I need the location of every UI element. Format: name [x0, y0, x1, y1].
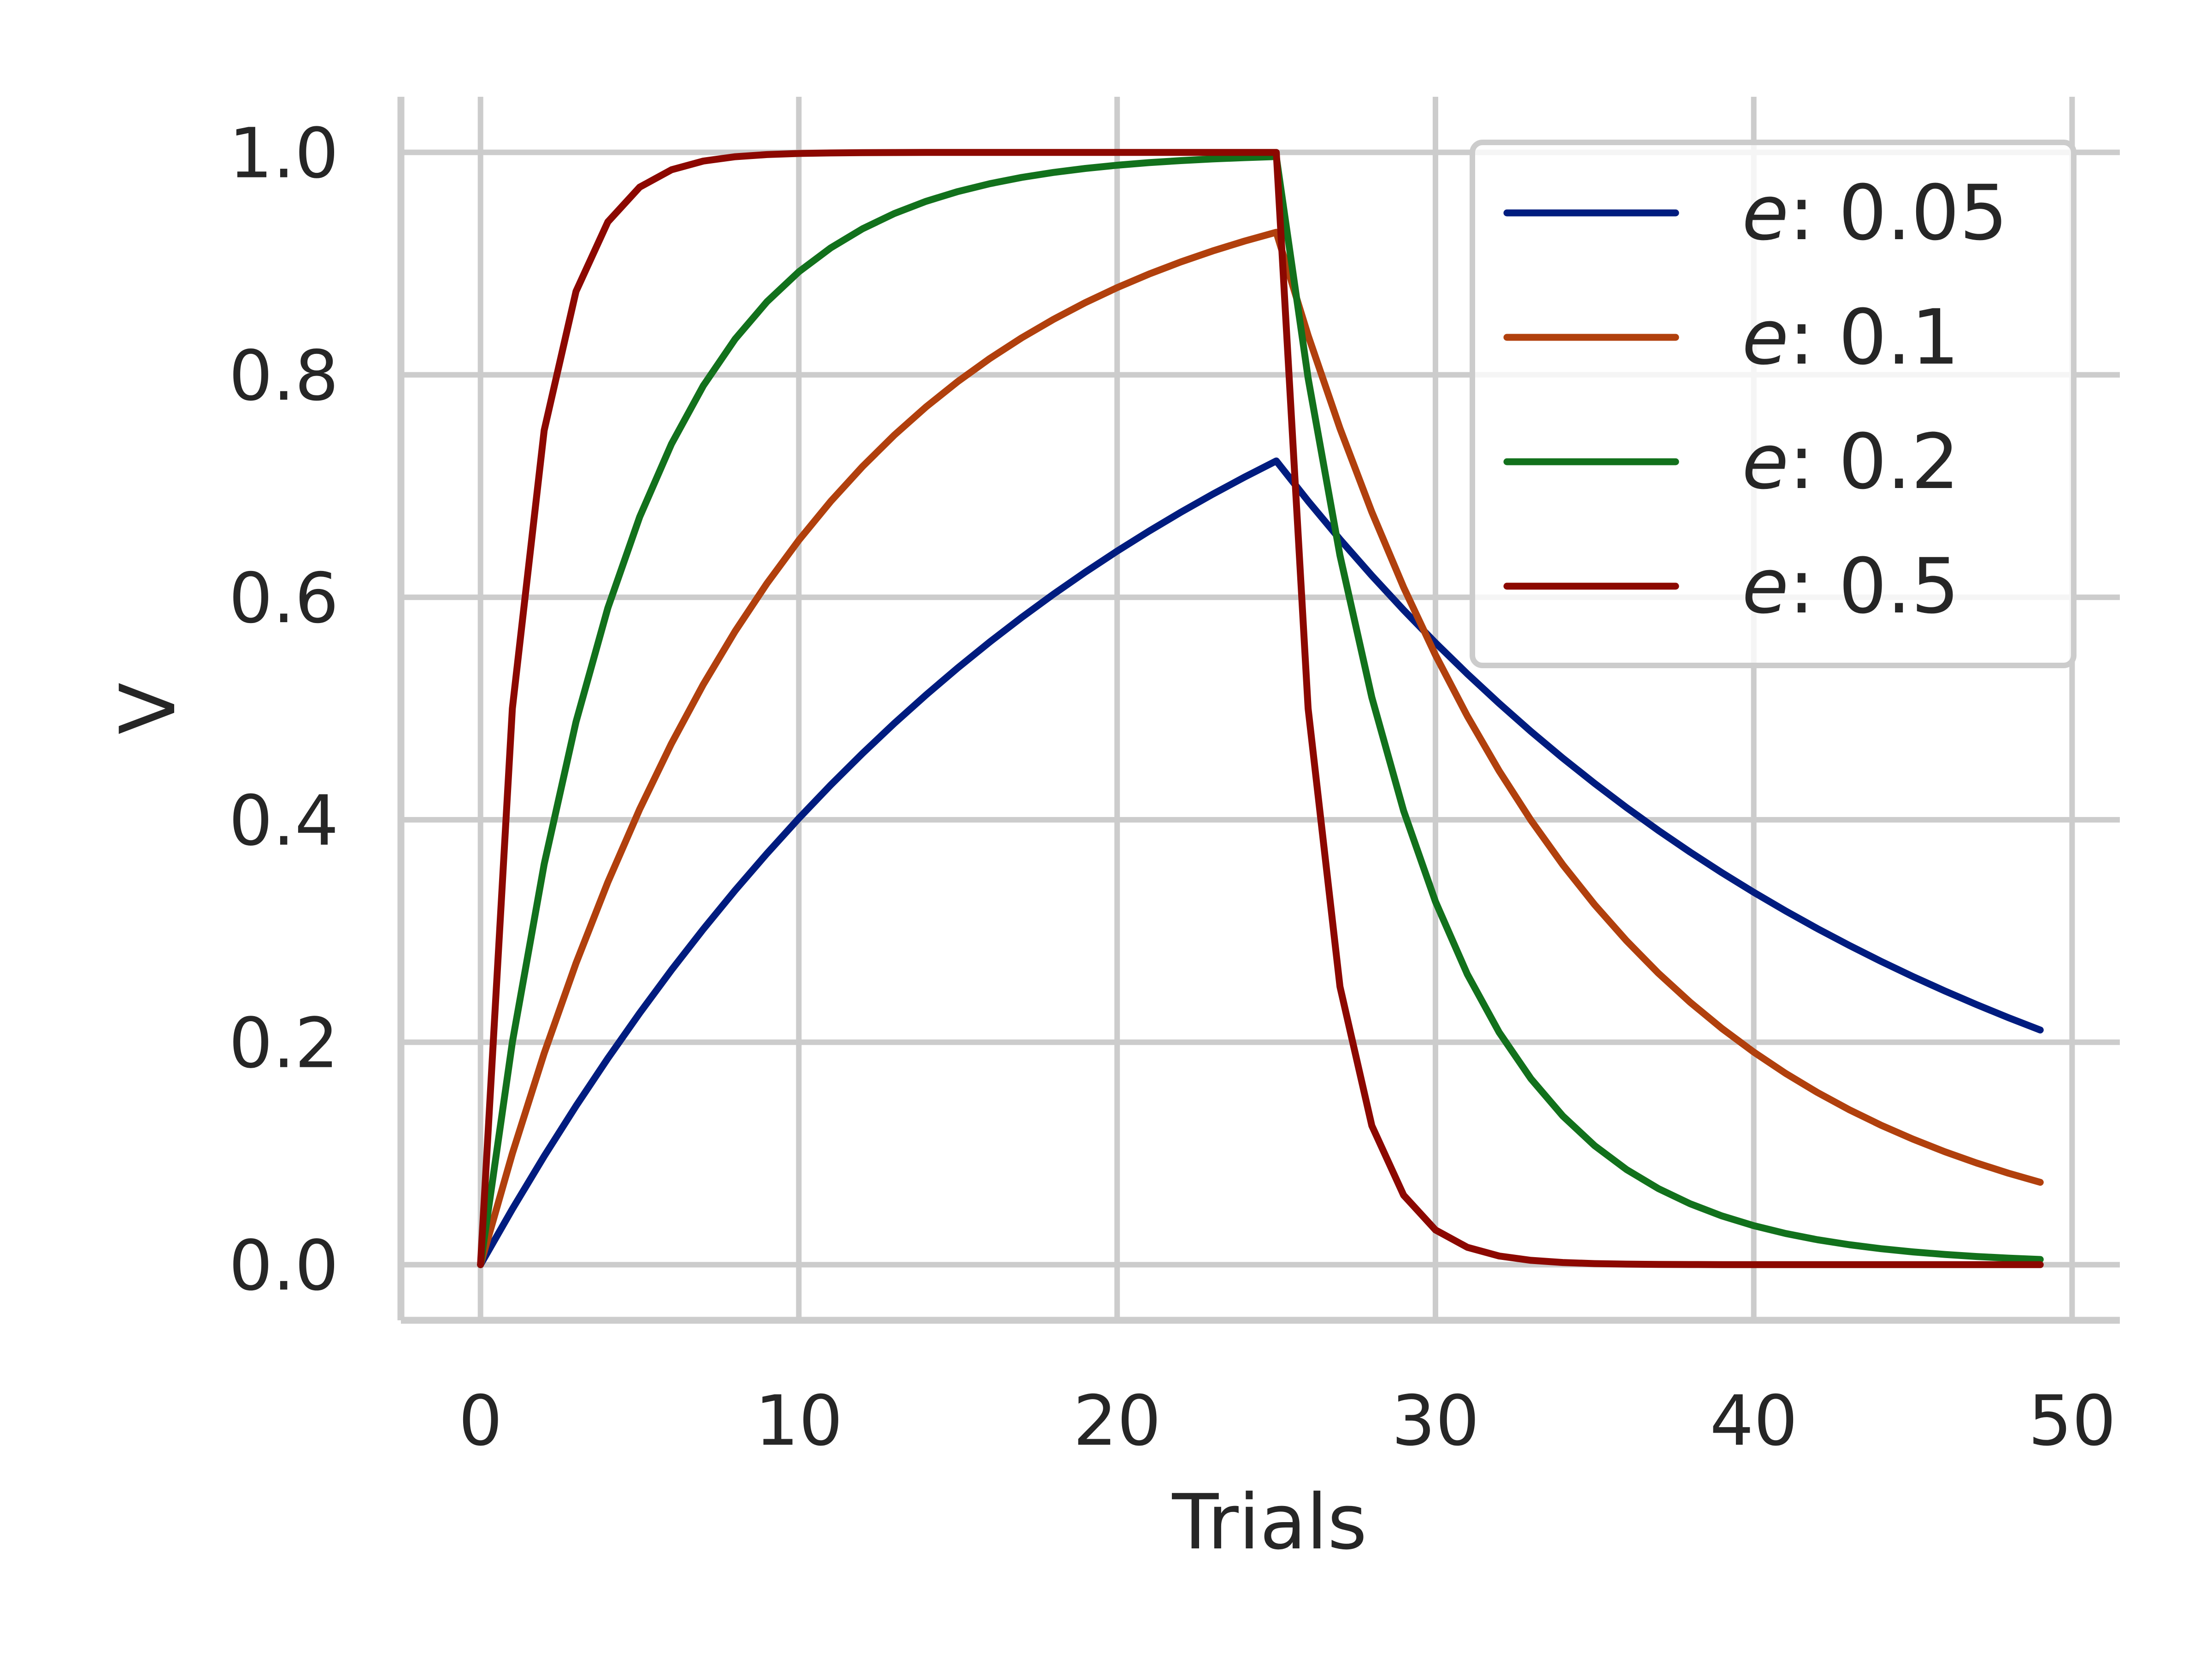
legend-items: e: 0.05e: 0.1e: 0.2e: 0.5 [1503, 169, 2008, 630]
legend-label: e: 0.1 [1742, 293, 1959, 382]
legend-frame [1470, 140, 2077, 668]
y-tick-label: 0.6 [229, 559, 339, 639]
axis-spines [397, 97, 2120, 1324]
series-lines [477, 149, 2044, 1268]
legend-label-symbol: e [1742, 418, 1789, 506]
series-line [477, 457, 2044, 1268]
series-line [477, 149, 2044, 1268]
series-line [477, 229, 2044, 1268]
legend-label: e: 0.5 [1742, 542, 1959, 630]
x-tick-label: 20 [1073, 1381, 1161, 1461]
legend-label-value: : 0.2 [1789, 418, 1959, 506]
x-axis-label: Trials [1171, 1478, 1367, 1566]
legend-label-value: : 0.05 [1789, 169, 2008, 257]
legend-label-value: : 0.5 [1789, 542, 1959, 630]
legend: e: 0.05e: 0.1e: 0.2e: 0.5 [1470, 140, 2077, 668]
y-tick-label: 1.0 [229, 114, 339, 194]
x-tick-label: 0 [459, 1381, 502, 1461]
legend-label-symbol: e [1742, 169, 1789, 257]
x-tick-label: 50 [2028, 1381, 2116, 1461]
legend-label-value: : 0.1 [1789, 293, 1959, 382]
x-tick-label: 10 [755, 1381, 843, 1461]
legend-label: e: 0.05 [1742, 169, 2008, 257]
series-line [477, 153, 2044, 1268]
legend-label-symbol: e [1742, 542, 1789, 630]
x-tick-label: 40 [1710, 1381, 1798, 1461]
legend-label: e: 0.2 [1742, 418, 1959, 506]
legend-label-symbol: e [1742, 293, 1789, 382]
y-tick-label: 0.8 [229, 336, 339, 416]
y-axis-label: V [104, 682, 192, 735]
y-tick-label: 0.2 [229, 1004, 339, 1084]
x-tick-label: 30 [1391, 1381, 1479, 1461]
y-tick-label: 0.0 [229, 1226, 339, 1306]
y-tick-label: 0.4 [229, 781, 339, 861]
tick-labels: 0 10 20 30 40 50 0.0 0.2 0.4 0.6 0.8 1.0 [229, 114, 2116, 1461]
